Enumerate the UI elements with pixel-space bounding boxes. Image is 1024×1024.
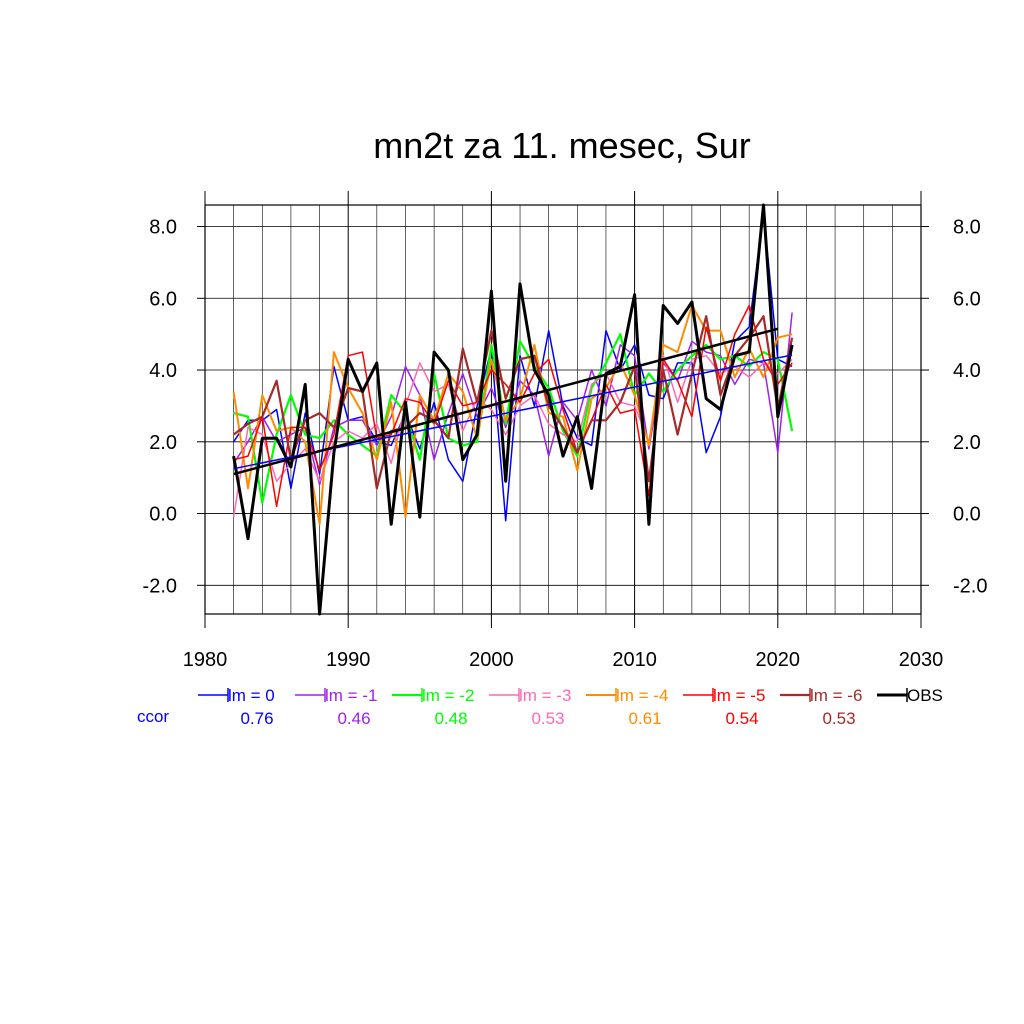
- legend-label-2: lm = -2: [422, 686, 474, 705]
- ccor-value-3: 0.53: [531, 709, 564, 728]
- x-tick-label: 2020: [756, 649, 801, 671]
- ccor-label: ccor: [137, 707, 169, 726]
- y-tick-label-right: -2.0: [953, 575, 987, 597]
- y-tick-label: -2.0: [143, 575, 177, 597]
- axes: 1980 1990 2000 2010 2020 2030 -2.0 -2.0 0.0 0.0 2.…: [143, 191, 987, 671]
- ccor-value-2: 0.48: [434, 709, 467, 728]
- x-tick-label: 2030: [899, 649, 944, 671]
- legend-label-6: lm = -6: [810, 686, 862, 705]
- plot-frame: [204, 204, 922, 615]
- ccor-value-5: 0.54: [725, 709, 758, 728]
- ccor-value-6: 0.53: [822, 709, 855, 728]
- y-tick-label: 6.0: [149, 288, 177, 310]
- chart-title: mn2t za 11. mesec, Sur: [373, 125, 751, 166]
- y-tick-label: 0.0: [149, 504, 177, 526]
- legend: ccor lm = 0 0.76 lm = -1 0.46 lm = -2 0.48 lm …: [137, 686, 943, 728]
- x-tick-label: 1990: [326, 649, 371, 671]
- y-tick-label: 2.0: [149, 432, 177, 454]
- legend-label-0: lm = 0: [228, 686, 275, 705]
- legend-label-7: OBS: [907, 686, 943, 705]
- y-tick-label-right: 8.0: [953, 217, 981, 239]
- trend-line-1: [233, 327, 779, 476]
- y-tick-label: 4.0: [149, 360, 177, 382]
- x-tick-label: 1980: [183, 649, 228, 671]
- y-tick-label-right: 4.0: [953, 360, 981, 382]
- legend-label-4: lm = -4: [616, 686, 668, 705]
- x-tick-label: 2000: [469, 649, 514, 671]
- y-tick-label-right: 6.0: [953, 288, 981, 310]
- legend-label-5: lm = -5: [713, 686, 765, 705]
- y-tick-label-right: 0.0: [953, 504, 981, 526]
- ccor-value-0: 0.76: [240, 709, 273, 728]
- ccor-value-1: 0.46: [337, 709, 370, 728]
- plot-series: [232, 203, 794, 616]
- y-tick-label-right: 2.0: [953, 432, 981, 454]
- series-line-4: [232, 304, 793, 526]
- y-tick-label: 8.0: [149, 217, 177, 239]
- legend-label-1: lm = -1: [325, 686, 377, 705]
- x-tick-label: 2010: [612, 649, 657, 671]
- legend-label-3: lm = -3: [519, 686, 571, 705]
- ccor-value-4: 0.61: [628, 709, 661, 728]
